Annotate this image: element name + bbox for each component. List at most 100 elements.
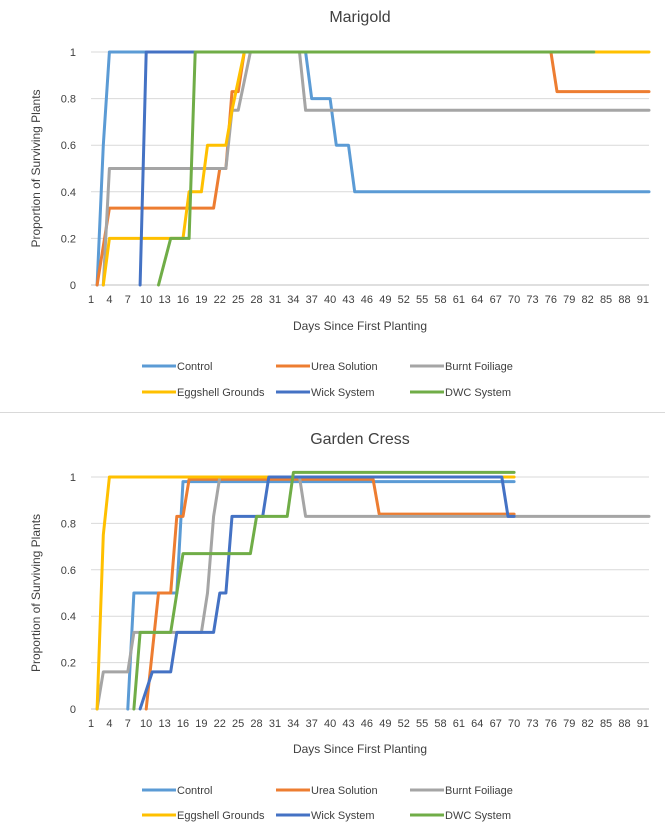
chart-1-series-urea-solution <box>95 50 651 287</box>
chart-2-y-tick-label: 0.2 <box>61 658 76 670</box>
chart-2-x-tick-label: 22 <box>214 718 226 730</box>
chart-2-x-tick-label: 79 <box>563 718 575 730</box>
chart-1-x-tick-label: 4 <box>106 294 112 306</box>
chart-1-x-tick-label: 55 <box>416 294 428 306</box>
chart-1-x-tick-label: 25 <box>232 294 244 306</box>
chart-2-x-tick-label: 4 <box>106 718 112 730</box>
chart-2-x-tick-label: 85 <box>600 718 612 730</box>
chart-2-x-tick-label: 7 <box>125 718 131 730</box>
chart-1-legend-label: Control <box>177 361 212 373</box>
chart-2-x-tick-label: 13 <box>158 718 170 730</box>
chart-1-y-axis-label: Proportion of Surviving Plants <box>29 89 43 247</box>
chart-1-x-tick-label: 61 <box>453 294 465 306</box>
chart-2-x-tick-label: 52 <box>398 718 410 730</box>
chart-1-x-tick-label: 22 <box>214 294 226 306</box>
chart-1-legend-label: Wick System <box>311 387 375 399</box>
chart-1-x-tick-label: 34 <box>287 294 299 306</box>
chart-1-series-dwc-system <box>157 50 596 287</box>
chart-2-series-dwc-system <box>132 470 516 711</box>
chart-2-x-tick-label: 16 <box>177 718 189 730</box>
chart-2-x-tick-label: 76 <box>545 718 557 730</box>
chart-2-x-tick-label: 91 <box>637 718 649 730</box>
chart-1-x-tick-label: 91 <box>637 294 649 306</box>
chart-1-x-tick-label: 19 <box>195 294 207 306</box>
chart-2-x-tick-label: 55 <box>416 718 428 730</box>
chart-1-x-tick-label: 85 <box>600 294 612 306</box>
chart-2-title: Garden Cress <box>310 431 410 448</box>
chart-1-x-tick-label: 10 <box>140 294 152 306</box>
chart-2-x-tick-label: 43 <box>342 718 354 730</box>
chart-1-title: Marigold <box>329 9 390 26</box>
chart-2-x-tick-label: 34 <box>287 718 299 730</box>
chart-1-x-tick-label: 28 <box>250 294 262 306</box>
chart-1-x-tick-label: 16 <box>177 294 189 306</box>
chart-1-legend-label: Eggshell Grounds <box>177 387 265 399</box>
chart-1-x-tick-label: 73 <box>526 294 538 306</box>
chart-2-y-tick-label: 0.6 <box>61 565 76 577</box>
chart-2-x-tick-label: 61 <box>453 718 465 730</box>
chart-2-x-tick-label: 67 <box>490 718 502 730</box>
chart-1-x-tick-label: 40 <box>324 294 336 306</box>
chart-1-x-tick-label: 37 <box>306 294 318 306</box>
chart-2-x-tick-label: 10 <box>140 718 152 730</box>
chart-1-x-tick-label: 13 <box>158 294 170 306</box>
chart-2-y-axis-label: Proportion of Surviving Plants <box>29 514 43 672</box>
chart-divider <box>0 412 665 413</box>
chart-2-x-tick-label: 25 <box>232 718 244 730</box>
chart-1-legend-label: DWC System <box>445 387 511 399</box>
chart-1-x-tick-label: 64 <box>471 294 483 306</box>
chart-1-x-tick-label: 67 <box>490 294 502 306</box>
chart-1-x-tick-label: 43 <box>342 294 354 306</box>
chart-2-x-tick-label: 46 <box>361 718 373 730</box>
chart-1-x-tick-label: 79 <box>563 294 575 306</box>
chart-2-x-tick-label: 73 <box>526 718 538 730</box>
chart-2-x-tick-label: 88 <box>618 718 630 730</box>
chart-2-x-tick-label: 40 <box>324 718 336 730</box>
chart-2-legend-label: Control <box>177 785 212 797</box>
chart-1-x-tick-label: 7 <box>125 294 131 306</box>
chart-1-x-tick-label: 31 <box>269 294 281 306</box>
chart-1-x-tick-label: 82 <box>582 294 594 306</box>
chart-1-y-tick-label: 0.8 <box>61 94 76 106</box>
chart-2-x-tick-label: 82 <box>582 718 594 730</box>
chart-1-series-eggshell-grounds <box>101 50 651 287</box>
chart-2-x-tick-label: 70 <box>508 718 520 730</box>
chart-2-x-tick-label: 49 <box>379 718 391 730</box>
chart-2-x-tick-label: 58 <box>434 718 446 730</box>
chart-2-x-tick-label: 1 <box>88 718 94 730</box>
chart-2-x-tick-label: 19 <box>195 718 207 730</box>
chart-2-y-tick-label: 0.8 <box>61 518 76 530</box>
chart-1-y-tick-label: 0.2 <box>61 233 76 245</box>
chart-1-legend-label: Urea Solution <box>311 361 378 373</box>
chart-1-x-tick-label: 76 <box>545 294 557 306</box>
chart-1-x-axis-label: Days Since First Planting <box>293 319 427 333</box>
chart-1-x-tick-label: 1 <box>88 294 94 306</box>
chart-1-x-tick-label: 49 <box>379 294 391 306</box>
chart-2-y-tick-label: 0 <box>70 704 76 716</box>
chart-2-series-burnt-foiliage <box>95 475 651 711</box>
chart-1-x-tick-label: 58 <box>434 294 446 306</box>
chart-1-series-burnt-foiliage <box>101 50 651 287</box>
chart-1-x-tick-label: 46 <box>361 294 373 306</box>
chart-2-x-axis-label: Days Since First Planting <box>293 742 427 756</box>
chart-2-legend-label: DWC System <box>445 810 511 822</box>
chart-2-x-tick-label: 31 <box>269 718 281 730</box>
chart-1-series-control <box>95 50 651 287</box>
chart-2-y-tick-label: 0.4 <box>61 611 76 623</box>
chart-1-legend-label: Burnt Foiliage <box>445 361 513 373</box>
chart-1-x-tick-label: 88 <box>618 294 630 306</box>
chart-1-y-tick-label: 1 <box>70 47 76 59</box>
chart-2-legend-label: Wick System <box>311 810 375 822</box>
chart-2-y-tick-label: 1 <box>70 472 76 484</box>
chart-2-x-tick-label: 28 <box>250 718 262 730</box>
chart-2-legend-label: Eggshell Grounds <box>177 810 265 822</box>
chart-2-x-tick-label: 64 <box>471 718 483 730</box>
chart-2-legend-label: Urea Solution <box>311 785 378 797</box>
chart-2-series-urea-solution <box>144 477 516 711</box>
chart-1-y-tick-label: 0 <box>70 280 76 292</box>
chart-1-x-tick-label: 70 <box>508 294 520 306</box>
chart-2-legend-label: Burnt Foiliage <box>445 785 513 797</box>
chart-2-x-tick-label: 37 <box>306 718 318 730</box>
chart-1-x-tick-label: 52 <box>398 294 410 306</box>
